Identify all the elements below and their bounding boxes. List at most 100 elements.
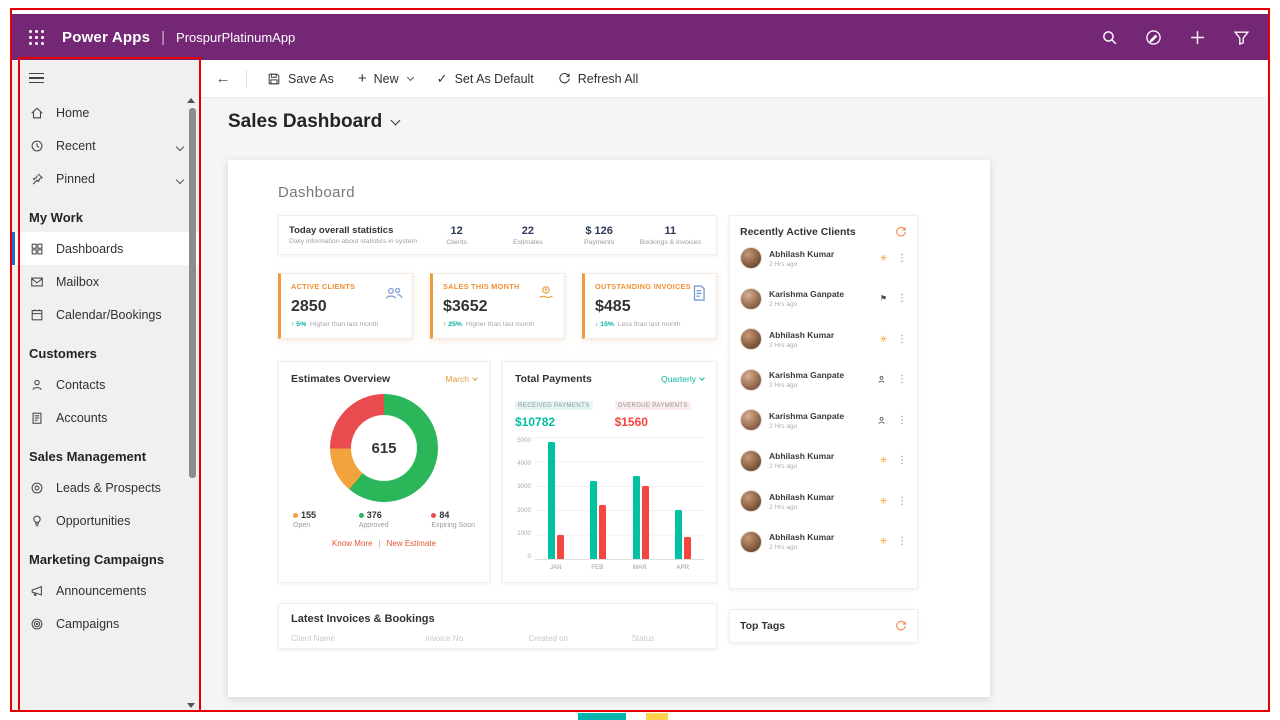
sidebar-item-label: Home [56, 105, 90, 120]
client-list-item[interactable]: Abhilash Kumar 2 Hrs ago ✳ ⋮ [740, 441, 907, 482]
chevron-down-icon[interactable] [175, 139, 185, 153]
kpi-active-clients: ACTIVE CLIENTS 2850 ↑ 5% Higher than las… [278, 273, 413, 339]
ellipsis-menu-icon[interactable]: ⋮ [897, 414, 907, 426]
waffle-dots [29, 30, 32, 33]
sidebar-item-leads-prospects[interactable]: Leads & Prospects [12, 471, 199, 504]
person-status-icon [877, 416, 890, 425]
search-icon[interactable] [1101, 29, 1118, 46]
col-invoice-no: Invoice No [425, 634, 464, 643]
payments-period-dropdown[interactable]: Quarterly [661, 374, 705, 384]
client-name: Karishma Ganpate [769, 410, 845, 421]
page-content: Sales Dashboard Dashboard Today overall … [200, 98, 1268, 712]
avatar [740, 247, 762, 270]
sidebar-item-mailbox[interactable]: Mailbox [12, 265, 199, 298]
set-as-default-label: Set As Default [454, 71, 534, 86]
client-list-item[interactable]: Abhilash Kumar 2 Hrs ago ✳ ⋮ [740, 319, 907, 360]
save-as-button[interactable]: Save As [255, 60, 346, 97]
new-button[interactable]: + New [346, 60, 425, 97]
sidebar-scroll-down-arrow[interactable] [187, 703, 195, 708]
sidebar-scroll-up-arrow[interactable] [187, 98, 195, 103]
period-value: March [445, 374, 469, 384]
sidebar-item-opportunities[interactable]: Opportunities [12, 504, 199, 537]
estimates-period-dropdown[interactable]: March [445, 374, 478, 384]
edit-app-icon[interactable] [1145, 29, 1162, 46]
client-name: Abhilash Kumar [769, 329, 835, 340]
sidebar-scrollbar[interactable] [189, 108, 196, 478]
received-payments-label: RECEIVED PAYMENTS [515, 401, 593, 410]
stat-label: Bookings & Invoices [639, 238, 701, 246]
payments-title: Total Payments [515, 373, 592, 385]
know-more-link[interactable]: Know More [332, 539, 373, 548]
powerapps-brand[interactable]: Power Apps [62, 28, 151, 46]
received-bar [590, 480, 598, 559]
stat-value: 11 [664, 224, 677, 237]
ellipsis-menu-icon[interactable]: ⋮ [897, 374, 907, 386]
chevron-down-icon[interactable] [175, 172, 185, 186]
sidebar-item-dashboards[interactable]: Dashboards [12, 232, 199, 265]
brand-separator: | [161, 28, 166, 46]
kpi-sales-this-month: SALES THIS MONTH $3652 ↑ 25% Higher than… [430, 273, 565, 339]
y-tick: 4000 [517, 460, 531, 468]
new-estimate-link[interactable]: New Estimate [386, 539, 436, 548]
accounts-icon [29, 411, 44, 425]
ellipsis-menu-icon[interactable]: ⋮ [897, 495, 907, 507]
today-stats-subtitle: Daily information about statistics in sy… [289, 238, 418, 245]
kpi-label: ACTIVE CLIENTS [291, 282, 356, 291]
overdue-payments-value: $1560 [614, 415, 648, 429]
refresh-clients-icon[interactable] [895, 226, 907, 238]
x-tick: MAR [632, 564, 647, 571]
client-name: Abhilash Kumar [769, 248, 835, 259]
stat-value: 12 [450, 224, 463, 237]
sidebar-item-home[interactable]: Home [12, 96, 199, 129]
star-status-icon: ✳ [879, 495, 888, 506]
filter-icon[interactable] [1233, 29, 1250, 46]
client-list-item[interactable]: Abhilash Kumar 2 Hrs ago ✳ ⋮ [740, 522, 907, 563]
sidebar-item-label: Announcements [56, 583, 147, 598]
client-time: 2 Hrs ago [769, 503, 798, 511]
top-tags-title: Top Tags [740, 620, 786, 632]
ellipsis-menu-icon[interactable]: ⋮ [897, 455, 907, 467]
client-list-item[interactable]: Karishma Ganpate 2 Hrs ago ⋮ [740, 400, 907, 441]
client-list-item[interactable]: Abhilash Kumar 2 Hrs ago ✳ ⋮ [740, 481, 907, 522]
toolbar-divider [246, 69, 247, 88]
sidebar-item-campaigns[interactable]: Campaigns [12, 607, 199, 640]
app-name[interactable]: ProspurPlatinumApp [176, 29, 296, 45]
back-button[interactable]: ← [215, 70, 231, 87]
app-launcher-waffle-icon[interactable] [28, 29, 44, 45]
dashboard-selector[interactable]: Sales Dashboard [228, 111, 401, 133]
chevron-down-icon [390, 115, 401, 126]
legend-value: 155 [301, 510, 317, 520]
set-as-default-button[interactable]: ✓ Set As Default [425, 60, 546, 97]
kpi-note: ↓ 15% Less than last month [595, 321, 706, 328]
refresh-top-tags-icon[interactable] [895, 620, 907, 632]
invoices-table-header: Client Name Invoice No Created on Status [291, 634, 704, 643]
sidebar-item-pinned[interactable]: Pinned [12, 162, 199, 195]
ellipsis-menu-icon[interactable]: ⋮ [897, 536, 907, 548]
ellipsis-menu-icon[interactable]: ⋮ [897, 293, 907, 305]
client-time: 2 Hrs ago [769, 544, 798, 552]
kpi-pct: 5% [296, 321, 307, 328]
dashboards-icon [29, 242, 44, 256]
refresh-all-button[interactable]: Refresh All [546, 60, 650, 97]
save-as-label: Save As [288, 71, 334, 86]
kpi-note: ↑ 5% Higher than last month [291, 321, 402, 328]
sidebar-item-label: Campaigns [56, 616, 120, 631]
add-icon[interactable] [1189, 29, 1206, 46]
legend-label: Open [293, 522, 311, 529]
client-time: 2 Hrs ago [769, 301, 798, 309]
kpi-pct: 25% [448, 321, 462, 328]
sidebar-item-calendar-bookings[interactable]: Calendar/Bookings [12, 298, 199, 331]
sidebar-item-contacts[interactable]: Contacts [12, 368, 199, 401]
top-tags-card: Top Tags [729, 609, 918, 643]
ellipsis-menu-icon[interactable]: ⋮ [897, 252, 907, 264]
kpi-pct: 15% [600, 321, 614, 328]
client-list-item[interactable]: Abhilash Kumar 2 Hrs ago ✳ ⋮ [740, 238, 907, 279]
sidebar-item-announcements[interactable]: Announcements [12, 574, 199, 607]
ellipsis-menu-icon[interactable]: ⋮ [897, 333, 907, 345]
sidebar-item-accounts[interactable]: Accounts [12, 401, 199, 434]
client-list-item[interactable]: Karishma Ganpate 2 Hrs ago ⚑ ⋮ [740, 279, 907, 320]
invoice-doc-icon [690, 284, 708, 302]
sidebar-toggle-button[interactable] [12, 60, 199, 96]
sidebar-item-recent[interactable]: Recent [12, 129, 199, 162]
client-list-item[interactable]: Karishma Ganpate 2 Hrs ago ⋮ [740, 360, 907, 401]
